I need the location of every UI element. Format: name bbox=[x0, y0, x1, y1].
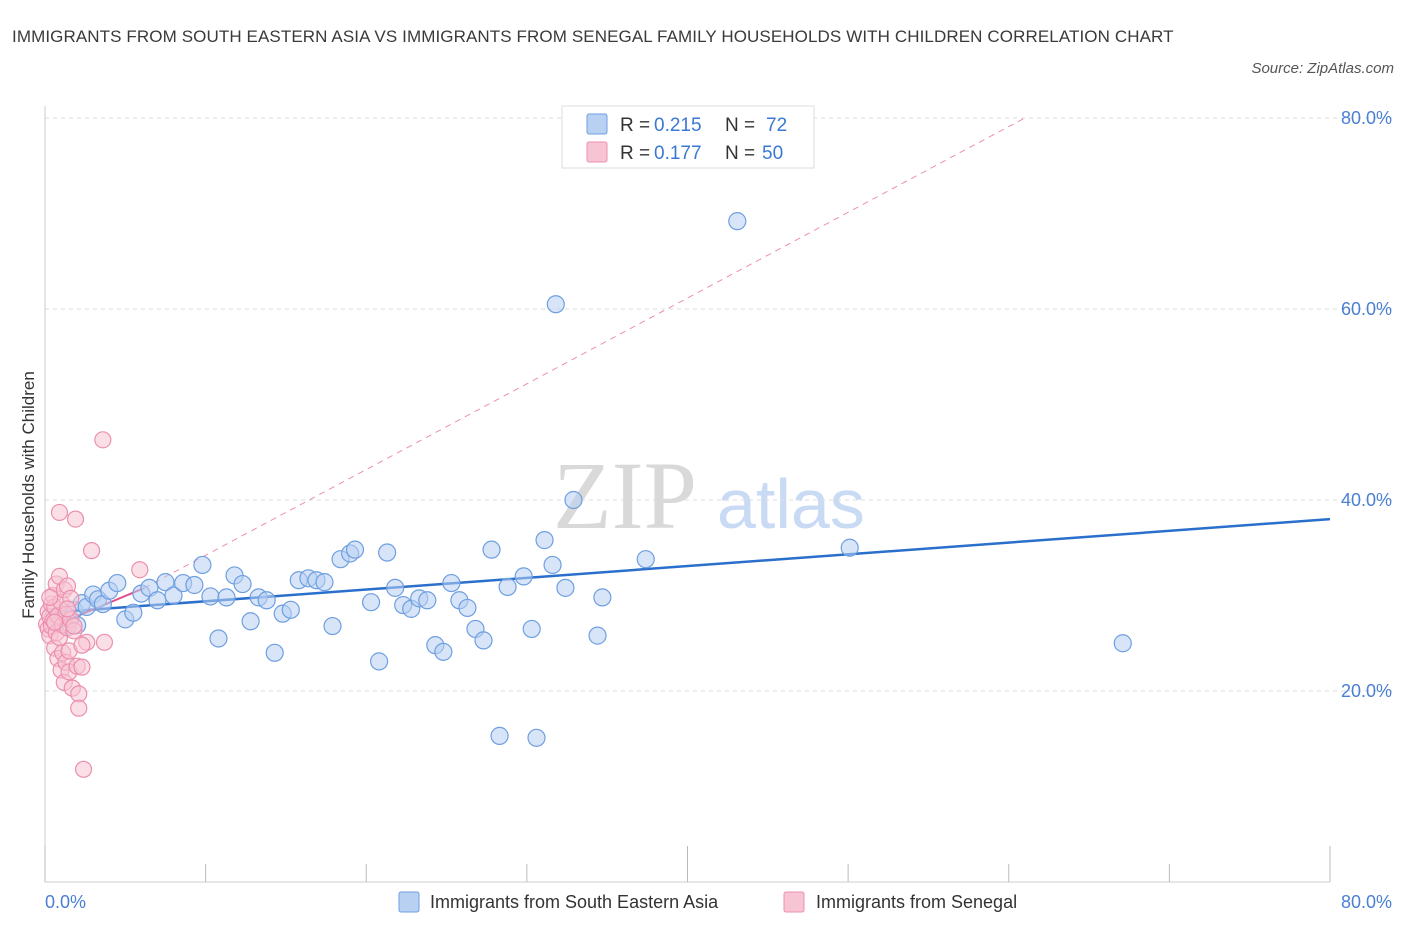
gridlines bbox=[45, 117, 1392, 692]
legend-swatch-blue bbox=[586, 113, 608, 135]
legend-r-label-blue: R = bbox=[620, 115, 655, 136]
point-south-eastern-asia bbox=[156, 573, 175, 592]
point-senegal bbox=[74, 760, 93, 778]
point-senegal bbox=[65, 617, 83, 635]
point-south-eastern-asia bbox=[233, 574, 252, 594]
point-south-eastern-asia bbox=[418, 591, 437, 610]
point-south-eastern-asia bbox=[108, 573, 127, 593]
series-senegal bbox=[38, 431, 149, 778]
point-senegal bbox=[94, 431, 112, 449]
point-senegal bbox=[58, 600, 77, 618]
y-tick-labels: 20.0% 40.0% 60.0% 80.0% bbox=[1341, 108, 1392, 701]
legend-bottom-label-pink: Immigrants from Senegal bbox=[816, 892, 1017, 912]
y-tick-label: 40.0% bbox=[1341, 490, 1392, 510]
point-south-eastern-asia bbox=[241, 612, 260, 631]
point-senegal bbox=[66, 510, 85, 528]
point-senegal bbox=[82, 542, 101, 560]
point-south-eastern-asia bbox=[564, 490, 583, 510]
legend-n-label-blue: N = bbox=[725, 115, 760, 136]
legend-n-value-blue: 72 bbox=[766, 115, 787, 136]
point-south-eastern-asia bbox=[458, 598, 477, 618]
trend-lines bbox=[46, 117, 1331, 630]
point-south-eastern-asia bbox=[193, 555, 212, 575]
point-south-eastern-asia bbox=[185, 575, 204, 595]
watermark-atlas: atlas bbox=[717, 465, 865, 543]
point-south-eastern-asia bbox=[593, 588, 612, 607]
point-south-eastern-asia bbox=[164, 586, 183, 605]
point-south-eastern-asia bbox=[148, 591, 167, 610]
point-senegal bbox=[95, 633, 114, 651]
point-south-eastern-asia bbox=[490, 726, 509, 745]
point-south-eastern-asia bbox=[728, 212, 747, 231]
legend-swatch-pink bbox=[586, 141, 608, 163]
point-south-eastern-asia bbox=[361, 593, 381, 612]
point-south-eastern-asia bbox=[442, 573, 461, 593]
y-axis-title: Family Households with Children bbox=[19, 371, 38, 619]
point-south-eastern-asia bbox=[1113, 634, 1132, 653]
point-south-eastern-asia bbox=[482, 540, 501, 559]
point-south-eastern-asia bbox=[386, 578, 405, 597]
point-south-eastern-asia bbox=[345, 540, 365, 559]
point-senegal bbox=[131, 561, 149, 579]
source-note: Source: ZipAtlas.com bbox=[1251, 60, 1394, 77]
point-south-eastern-asia bbox=[124, 603, 143, 622]
legend-bottom-swatch-blue bbox=[398, 891, 420, 913]
point-senegal bbox=[41, 588, 59, 607]
legend-n-label-pink: N = bbox=[725, 143, 760, 164]
point-south-eastern-asia bbox=[840, 538, 859, 557]
point-south-eastern-asia bbox=[315, 573, 334, 592]
point-south-eastern-asia bbox=[636, 550, 655, 569]
legend-top: R = 0.215 N = 72 R = 0.177 N = 50 bbox=[561, 105, 815, 169]
y-tick-label: 20.0% bbox=[1341, 681, 1392, 701]
point-south-eastern-asia bbox=[474, 631, 493, 650]
point-south-eastern-asia bbox=[281, 600, 300, 619]
point-south-eastern-asia bbox=[556, 578, 575, 597]
trend-line-senegal-extended bbox=[144, 117, 1026, 589]
series-south-eastern-asia bbox=[43, 212, 1132, 747]
point-south-eastern-asia bbox=[265, 643, 284, 662]
legend-r-value-blue: 0.215 bbox=[654, 115, 702, 136]
point-south-eastern-asia bbox=[498, 577, 517, 597]
y-tick-label: 80.0% bbox=[1341, 108, 1392, 128]
point-south-eastern-asia bbox=[323, 616, 342, 636]
point-south-eastern-asia bbox=[257, 591, 276, 610]
point-south-eastern-asia bbox=[522, 619, 541, 639]
point-senegal bbox=[70, 685, 88, 703]
point-south-eastern-asia bbox=[543, 555, 562, 575]
point-south-eastern-asia bbox=[370, 652, 389, 671]
point-south-eastern-asia bbox=[535, 531, 554, 550]
legend-r-label-pink: R = bbox=[620, 143, 655, 164]
x-tick-label-min: 0.0% bbox=[45, 892, 86, 912]
y-tick-label: 60.0% bbox=[1341, 299, 1392, 319]
legend-bottom-swatch-pink bbox=[783, 891, 805, 913]
point-south-eastern-asia bbox=[209, 629, 228, 648]
point-south-eastern-asia bbox=[378, 543, 397, 562]
point-south-eastern-asia bbox=[201, 587, 220, 606]
point-senegal bbox=[46, 613, 64, 631]
point-senegal bbox=[70, 699, 88, 717]
point-senegal bbox=[73, 658, 91, 676]
point-senegal bbox=[73, 636, 91, 654]
legend-bottom-label-blue: Immigrants from South Eastern Asia bbox=[430, 892, 719, 912]
point-south-eastern-asia bbox=[546, 295, 565, 314]
point-south-eastern-asia bbox=[588, 626, 607, 645]
point-senegal bbox=[50, 503, 69, 522]
axes bbox=[44, 106, 1331, 883]
legend-n-value-pink: 50 bbox=[762, 143, 783, 164]
point-south-eastern-asia bbox=[514, 567, 533, 586]
legend-bottom: Immigrants from South Eastern Asia Immig… bbox=[398, 891, 1017, 913]
legend-r-value-pink: 0.177 bbox=[654, 143, 702, 164]
point-south-eastern-asia bbox=[217, 588, 236, 607]
x-tick-label-max: 80.0% bbox=[1341, 892, 1392, 912]
point-south-eastern-asia bbox=[434, 642, 453, 661]
point-south-eastern-asia bbox=[527, 728, 546, 747]
chart-title: IMMIGRANTS FROM SOUTH EASTERN ASIA VS IM… bbox=[12, 27, 1174, 46]
